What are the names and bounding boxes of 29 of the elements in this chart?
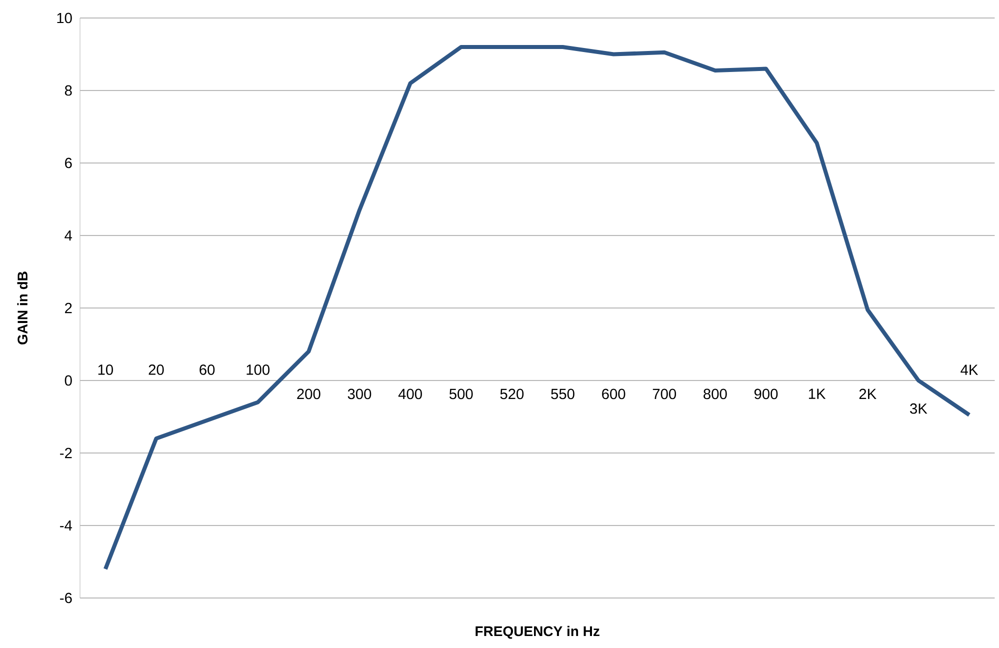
- x-tick-label: 600: [602, 388, 626, 400]
- x-tick-label: 520: [500, 388, 524, 400]
- x-tick-label: 550: [551, 388, 574, 400]
- x-tick-label: 3K: [910, 403, 928, 414]
- y-tick-label: 0: [64, 375, 72, 386]
- y-tick-label: -6: [60, 592, 72, 604]
- x-tick-label: 60: [200, 364, 215, 375]
- x-tick-label: 4K: [960, 364, 978, 375]
- y-tick-label: 6: [65, 158, 72, 168]
- x-tick-label: 10: [98, 364, 113, 375]
- x-tick-label: 800: [704, 388, 727, 400]
- x-tick-label: 900: [754, 388, 778, 400]
- y-tick-label: 4: [64, 230, 72, 241]
- y-axis-title: GAIN in dB: [17, 272, 28, 344]
- x-tick-label: 2K: [859, 388, 876, 399]
- x-axis-title: FREQUENCY in Hz: [476, 626, 600, 639]
- y-tick-label: 2: [65, 302, 72, 314]
- x-tick-label: 1K: [808, 388, 826, 399]
- y-tick-label: -2: [60, 448, 72, 458]
- x-tick-label: 400: [398, 388, 422, 400]
- y-tick-label: 8: [64, 85, 72, 96]
- x-tick-label: 500: [449, 388, 473, 400]
- x-tick-label: 300: [348, 388, 372, 400]
- x-tick-label: 200: [297, 388, 320, 400]
- y-tick-label: 10: [57, 12, 72, 24]
- x-tick-label: 700: [652, 388, 676, 400]
- x-tick-label: 100: [246, 364, 270, 375]
- x-tick-label: 20: [148, 364, 164, 375]
- y-tick-label: -4: [60, 520, 72, 531]
